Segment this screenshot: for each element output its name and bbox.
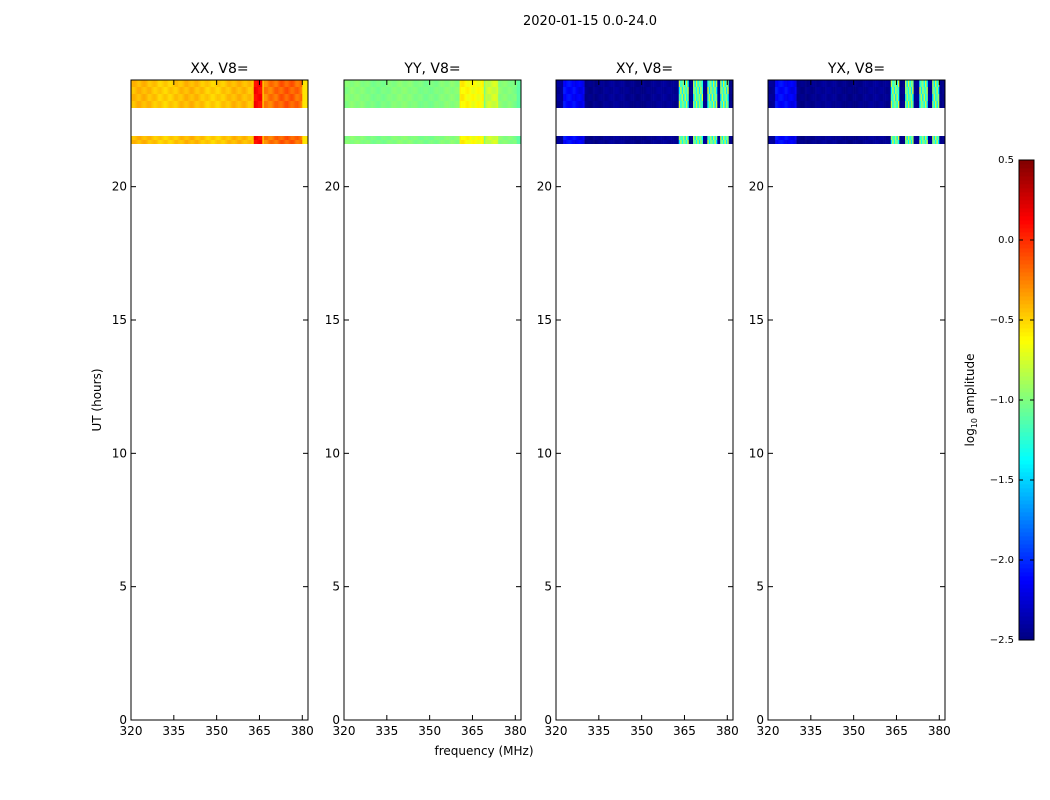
y-tick-label: 5: [756, 580, 764, 594]
x-tick-label: 365: [461, 724, 484, 738]
heatmap-cells: [344, 80, 521, 144]
panel-title: YY, V8=: [403, 61, 460, 77]
colorbar-tick-label: −0.5: [990, 315, 1014, 326]
x-tick-label: 380: [928, 724, 951, 738]
y-tick-label: 0: [119, 713, 127, 727]
x-tick-label: 365: [248, 724, 271, 738]
colorbar-tick-label: 0.0: [998, 235, 1014, 246]
colorbar-label-rest: amplitude: [963, 354, 977, 418]
y-axis-label: UT (hours): [90, 368, 104, 431]
x-tick-label: 380: [504, 724, 527, 738]
y-tick-label: 15: [537, 313, 552, 327]
colorbar-tick-label: −2.0: [990, 555, 1014, 566]
panel-frame: [130, 79, 309, 721]
colorbar-tick-label: −2.5: [990, 635, 1014, 646]
panel-frame: [343, 79, 522, 721]
y-tick-label: 0: [332, 713, 340, 727]
panel-xx: XX, V8= 320 335 350 365 380 0 5 10 15 20: [112, 61, 314, 738]
colorbar: 0.5 0.0 −0.5 −1.0 −1.5 −2.0 −2.5 log10 amplitud…: [963, 155, 1035, 646]
y-tick-label: 20: [325, 180, 340, 194]
y-tick-label: 5: [544, 580, 552, 594]
panel-yy: YY, V8= 320 335 350 365 380 0 5 10 15 20: [325, 61, 527, 738]
x-tick-label: 335: [799, 724, 822, 738]
x-tick-label: 320: [757, 724, 780, 738]
x-tick-label: 350: [842, 724, 865, 738]
colorbar-tick-label: −1.5: [990, 475, 1014, 486]
y-tick-label: 0: [544, 713, 552, 727]
x-tick-label: 380: [291, 724, 314, 738]
figure-suptitle: 2020-01-15 0.0-24.0: [523, 14, 657, 29]
y-tick-label: 0: [756, 713, 764, 727]
colorbar-label: log10 amplitude: [963, 354, 979, 447]
panel-xy: XY, V8= 320 335 350 365 380 0 5 10 15 20: [537, 61, 739, 738]
x-tick-label: 365: [673, 724, 696, 738]
x-tick-label: 365: [885, 724, 908, 738]
x-tick-label: 320: [333, 724, 356, 738]
colorbar-label-main: log: [963, 428, 977, 446]
heatmap-cells: [556, 80, 733, 144]
colorbar-tick-label: −1.0: [990, 395, 1014, 406]
y-tick-label: 20: [749, 180, 764, 194]
y-tick-label: 10: [325, 446, 340, 460]
x-tick-label: 335: [162, 724, 185, 738]
y-tick-label: 10: [749, 446, 764, 460]
panel-frame: [555, 79, 734, 721]
y-tick-label: 10: [112, 446, 127, 460]
y-tick-label: 5: [119, 580, 127, 594]
y-tick-label: 10: [537, 446, 552, 460]
x-tick-label: 350: [630, 724, 653, 738]
y-tick-label: 20: [537, 180, 552, 194]
x-tick-label: 335: [375, 724, 398, 738]
colorbar-tick-label: 0.5: [998, 155, 1014, 166]
panel-title: YX, V8=: [827, 61, 885, 77]
panel-title: XX, V8=: [190, 61, 248, 77]
x-axis-label: frequency (MHz): [434, 744, 533, 758]
panel-yx: YX, V8= 320 335 350 365 380 0 5 10 15 20: [749, 61, 951, 738]
x-tick-label: 380: [716, 724, 739, 738]
x-tick-label: 350: [418, 724, 441, 738]
y-tick-label: 15: [749, 313, 764, 327]
heatmap-cells: [131, 80, 308, 144]
colorbar-label-sub: 10: [970, 418, 979, 428]
x-tick-label: 320: [545, 724, 568, 738]
y-tick-label: 5: [332, 580, 340, 594]
x-tick-label: 335: [587, 724, 610, 738]
y-tick-label: 15: [325, 313, 340, 327]
x-tick-label: 350: [205, 724, 228, 738]
y-tick-label: 20: [112, 180, 127, 194]
heatmap-cells: [768, 80, 945, 144]
x-tick-label: 320: [120, 724, 143, 738]
y-tick-label: 15: [112, 313, 127, 327]
panel-title: XY, V8=: [616, 61, 673, 77]
panel-frame: [767, 79, 946, 721]
